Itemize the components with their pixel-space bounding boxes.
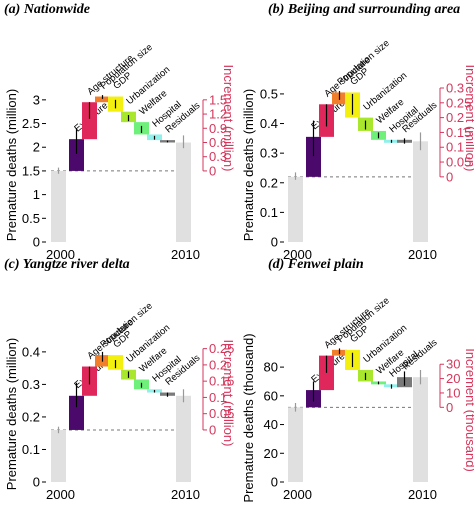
bar-2010 [176,395,191,482]
increment-tick-label: 0.25 [446,95,471,110]
increment-tick-label: 10 [446,385,460,400]
y-tick-label: 2 [33,140,40,155]
increment-axis-label: Increment (thousand) [463,348,474,472]
y-tick-label: 0.1 [22,442,40,457]
x-tick-label-2010: 2010 [408,247,437,262]
increment-tick-label: 0.3 [209,149,227,164]
y-tick-label: 0 [33,475,40,490]
y-tick-label: 0 [271,235,278,250]
step-bar-population-size [95,96,110,103]
increment-tick-label: 0.15 [446,125,471,140]
y-axis-label: Premature deaths (million) [4,89,19,241]
increment-axis-label: Increment (million) [221,340,236,447]
y-tick-label: 1.5 [22,163,40,178]
panel-beijing-surrounding: (b) Beijing and surrounding area00.10.20… [241,2,474,262]
y-tick-label: 40 [264,417,278,432]
y-tick-label: 80 [264,360,278,375]
y-tick-label: 0.3 [260,146,278,161]
increment-tick-label: 0.1 [209,390,227,405]
y-tick-label: 0.2 [260,175,278,190]
panel-title: (c) Yangtze river delta [4,257,130,272]
x-tick-label-2000: 2000 [46,247,75,262]
y-tick-label: 0.2 [22,409,40,424]
x-tick-label-2000: 2000 [283,247,312,262]
x-tick-label-2000: 2000 [283,487,312,502]
bar-2000 [51,429,66,482]
y-axis-label: Premature deaths (million) [4,338,19,490]
bar-2000 [288,176,303,242]
y-tick-label: 20 [264,446,278,461]
increment-tick-label: 0.15 [209,374,234,389]
increment-tick-label: 0.1 [446,140,464,155]
bar-2010 [176,142,191,242]
y-tick-label: 0.4 [260,116,278,131]
increment-tick-label: 0 [446,400,453,415]
panel-title: (b) Beijing and surrounding area [268,2,460,17]
bar-2000 [51,170,66,242]
increment-tick-label: 0.25 [209,341,234,356]
increment-tick-label: 0 [209,163,216,178]
y-tick-label: 2.5 [22,116,40,131]
increment-tick-label: 0 [209,422,216,437]
increment-tick-label: 0.2 [209,357,227,372]
y-tick-label: 0.3 [22,377,40,392]
increment-tick-label: 1.5 [209,92,227,107]
y-tick-label: 0.4 [22,344,40,359]
x-tick-label-2010: 2010 [171,247,200,262]
increment-tick-label: 30 [446,357,460,372]
bar-2000 [288,407,303,482]
panel-yangtze-delta: (c) Yangtze river delta 0 0.1 0.2 0.3 0.4Prem… [4,257,236,502]
panel-nationwide: (a) Nationwide 0 0.5 1 1.5 2 2.5 3 Premature dea… [4,2,236,262]
y-tick-label: 3 [33,92,40,107]
increment-axis-label: Increment (million) [221,65,236,172]
increment-tick-label: 0 [446,169,453,184]
panel-title: (a) Nationwide [4,2,90,17]
x-tick-label-2010: 2010 [171,487,200,502]
panel-fenwei-plain: (d) Fenwei plain 0 20 40 60 80 Premature death… [241,257,474,503]
y-tick-label: 60 [264,388,278,403]
increment-tick-label: 0.05 [209,406,234,421]
y-tick-label: 0 [271,475,278,490]
increment-axis-label: Increment (million) [463,65,474,172]
x-tick-label-2010: 2010 [408,487,437,502]
y-tick-label: 0.1 [260,205,278,220]
increment-tick-label: 0.6 [209,135,227,150]
step-bar-exposure [69,139,84,171]
step-bar-exposure [69,395,84,430]
increment-tick-label: 0.3 [446,81,464,96]
y-tick-label: 1 [33,187,40,202]
y-tick-label: 0.5 [260,86,278,101]
step-bar-age-structure [82,102,97,140]
bar-2010 [413,377,428,482]
x-tick-label-2000: 2000 [46,487,75,502]
panel-title: (d) Fenwei plain [268,257,364,272]
step-bar-exposure [306,136,321,177]
bar-2010 [413,141,428,242]
y-axis-label: Premature deaths (million) [241,89,256,241]
increment-tick-label: 0.2 [446,110,464,125]
y-tick-label: 0.5 [22,211,40,226]
increment-tick-label: 1.2 [209,107,227,122]
increment-tick-label: 0.9 [209,121,227,136]
increment-tick-label: 0.05 [446,155,471,170]
increment-tick-label: 20 [446,371,460,386]
y-tick-label: 0 [33,235,40,250]
y-axis-label: Premature deaths (thousand) [241,333,256,502]
